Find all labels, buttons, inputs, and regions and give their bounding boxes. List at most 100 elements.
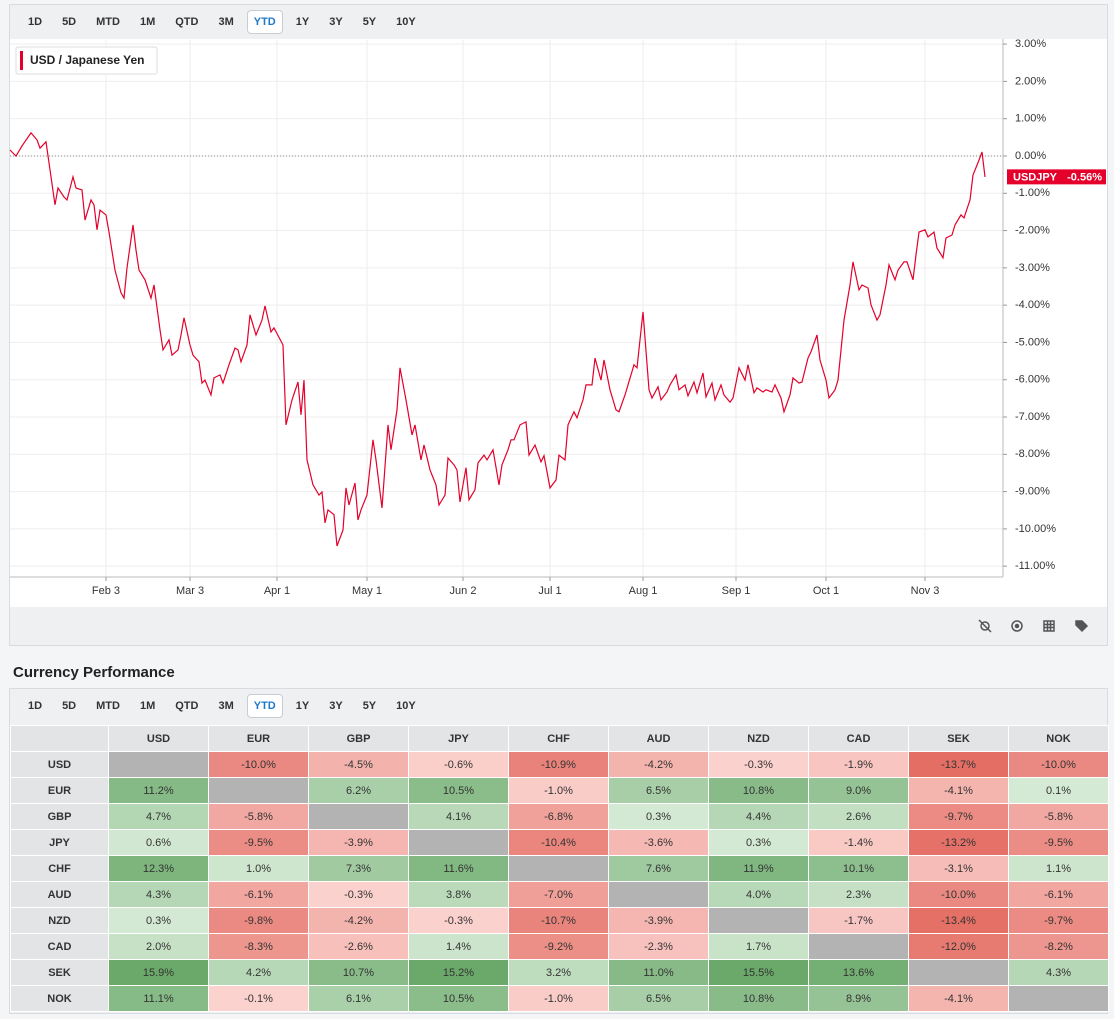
range-button[interactable]: 5D: [62, 700, 77, 712]
range-button[interactable]: 3M: [218, 16, 234, 28]
range-button[interactable]: 1D: [28, 16, 43, 28]
y-tick-label: -6.00%: [1015, 374, 1050, 386]
heat-cell: 11.1%: [108, 985, 209, 1012]
range-button[interactable]: 1Y: [295, 700, 310, 712]
range-button[interactable]: 3Y: [329, 700, 343, 712]
label-icon[interactable]: [1075, 620, 1089, 633]
column-header: EUR: [208, 725, 309, 752]
range-button[interactable]: YTD: [246, 10, 283, 34]
range-button[interactable]: 10Y: [396, 700, 416, 712]
heat-cell: -2.6%: [308, 933, 409, 960]
corner-cell: [10, 725, 109, 752]
row-header: NZD: [10, 907, 109, 934]
heat-cell: 15.5%: [708, 959, 809, 986]
x-tick-label: Nov 3: [911, 585, 940, 597]
table-row: JPY 0.6% -9.5% -3.9% -10.4% -3.6% 0.3% -1.4% -13…: [10, 829, 1109, 856]
range-button[interactable]: MTD: [96, 700, 120, 712]
empty-cell: [408, 829, 509, 856]
heat-cell: 4.7%: [108, 803, 209, 830]
heat-cell: -1.0%: [508, 777, 609, 804]
grid-icon[interactable]: [1043, 620, 1055, 632]
heat-cell: -10.0%: [1008, 751, 1109, 778]
range-button[interactable]: 3M: [218, 700, 234, 712]
y-tick-label: 2.00%: [1015, 75, 1046, 87]
table-row: USD -10.0% -4.5% -0.6% -10.9% -4.2% -0.3% -1.9%…: [10, 751, 1109, 778]
y-tick-label: -5.00%: [1015, 336, 1050, 348]
header-row: USD EUR GBP JPY CHF AUD NZD CAD SEK NOK: [10, 725, 1109, 752]
range-button[interactable]: QTD: [175, 700, 199, 712]
x-tick-label: Jun 2: [450, 585, 477, 597]
heat-cell: -10.4%: [508, 829, 609, 856]
heat-cell: 2.0%: [108, 933, 209, 960]
heat-cell: 1.7%: [708, 933, 809, 960]
heat-cell: -9.7%: [908, 803, 1009, 830]
heat-cell: 11.9%: [708, 855, 809, 882]
heat-cell: -0.3%: [308, 881, 409, 908]
heat-cell: -3.6%: [608, 829, 709, 856]
x-tick-label: Jul 1: [538, 585, 561, 597]
heat-cell: -2.3%: [608, 933, 709, 960]
range-button[interactable]: MTD: [96, 16, 120, 28]
legend-swatch: [20, 51, 23, 70]
heat-cell: 3.8%: [408, 881, 509, 908]
range-button[interactable]: 1M: [139, 16, 156, 28]
range-button[interactable]: 5Y: [362, 16, 377, 28]
y-tick-label: -3.00%: [1015, 262, 1050, 274]
section-title: Currency Performance: [13, 664, 175, 681]
hide-icon[interactable]: [978, 619, 992, 633]
range-button[interactable]: 1M: [139, 700, 156, 712]
empty-cell: [808, 933, 909, 960]
heat-cell: -3.9%: [608, 907, 709, 934]
range-button[interactable]: 3Y: [329, 16, 343, 28]
y-tick-label: -8.00%: [1015, 448, 1050, 460]
heat-cell: 0.1%: [1008, 777, 1109, 804]
table-row: GBP 4.7% -5.8% 4.1% -6.8% 0.3% 4.4% 2.6% -9.7% -5…: [10, 803, 1109, 830]
x-tick-label: Aug 1: [629, 585, 658, 597]
heat-cell: -13.4%: [908, 907, 1009, 934]
empty-cell: [508, 855, 609, 882]
heat-cell: 4.2%: [208, 959, 309, 986]
heat-cell: -5.8%: [208, 803, 309, 830]
heat-cell: -10.9%: [508, 751, 609, 778]
heat-cell: 10.5%: [408, 985, 509, 1012]
empty-cell: [1008, 985, 1109, 1012]
range-button[interactable]: 1D: [28, 700, 43, 712]
heat-cell: -1.9%: [808, 751, 909, 778]
heat-cell: -13.7%: [908, 751, 1009, 778]
heat-cell: 6.2%: [308, 777, 409, 804]
range-button[interactable]: 1Y: [295, 16, 310, 28]
x-tick-label: May 1: [352, 585, 382, 597]
row-header: SEK: [10, 959, 109, 986]
heat-cell: 3.2%: [508, 959, 609, 986]
heat-cell: -1.0%: [508, 985, 609, 1012]
badge-symbol: USDJPY: [1013, 171, 1058, 183]
range-toolbar: 1D 5D MTD 1M QTD 3M YTD 1Y 3Y 5Y 10Y: [10, 689, 429, 723]
heat-cell: 11.6%: [408, 855, 509, 882]
range-button[interactable]: 10Y: [396, 16, 416, 28]
reset-icon[interactable]: [1011, 620, 1023, 632]
range-button[interactable]: QTD: [175, 16, 199, 28]
empty-cell: [308, 803, 409, 830]
column-header: CHF: [508, 725, 609, 752]
x-tick-label: Sep 1: [722, 585, 751, 597]
heat-cell: 1.4%: [408, 933, 509, 960]
column-header: SEK: [908, 725, 1009, 752]
column-header: AUD: [608, 725, 709, 752]
heat-cell: -8.2%: [1008, 933, 1109, 960]
range-button[interactable]: 5Y: [362, 700, 377, 712]
range-button[interactable]: 5D: [62, 16, 77, 28]
heat-cell: -4.1%: [908, 777, 1009, 804]
heat-cell: -10.7%: [508, 907, 609, 934]
heat-cell: 10.5%: [408, 777, 509, 804]
heat-cell: -4.1%: [908, 985, 1009, 1012]
empty-cell: [708, 907, 809, 934]
range-button[interactable]: YTD: [246, 694, 283, 718]
heat-cell: 13.6%: [808, 959, 909, 986]
performance-table: USD EUR GBP JPY CHF AUD NZD CAD SEK NOK USD -10.0% -…: [10, 725, 1109, 1012]
heat-cell: 15.9%: [108, 959, 209, 986]
heat-cell: 10.8%: [708, 777, 809, 804]
last-value-badge: USDJPY -0.56%: [1007, 169, 1106, 185]
legend: USD / Japanese Yen: [15, 46, 158, 75]
row-header: NOK: [10, 985, 109, 1012]
heat-cell: 7.3%: [308, 855, 409, 882]
